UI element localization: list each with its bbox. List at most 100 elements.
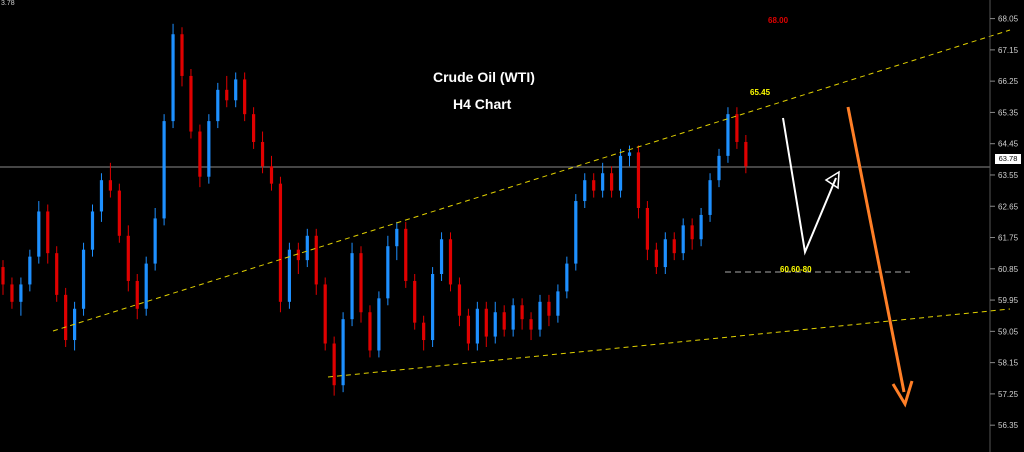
candle-body xyxy=(448,239,453,285)
y-tick-label: 59.95 xyxy=(998,296,1019,305)
candle-body xyxy=(162,121,166,219)
orange-arrow-head xyxy=(891,380,914,408)
candle-body xyxy=(592,180,596,191)
y-tick-label: 58.15 xyxy=(998,359,1019,368)
candle-body xyxy=(368,312,372,351)
candle-body xyxy=(395,228,399,247)
candle-body xyxy=(457,284,462,316)
candle-body xyxy=(287,249,291,302)
candle-body xyxy=(117,190,121,236)
candle-body xyxy=(583,180,587,202)
top-left-value: 3.78 xyxy=(1,0,15,7)
candle-body xyxy=(386,246,390,299)
candle-body xyxy=(663,239,667,268)
candle-body xyxy=(171,34,175,122)
candle-body xyxy=(341,319,345,386)
candle-body xyxy=(699,214,703,240)
y-tick-label: 67.15 xyxy=(998,46,1019,55)
candle-body xyxy=(574,201,578,264)
candle-body xyxy=(744,141,748,167)
candle-body xyxy=(439,239,444,275)
candle-body xyxy=(636,152,641,208)
y-tick-label: 68.05 xyxy=(998,15,1019,24)
candle-body xyxy=(55,253,59,295)
candle-body xyxy=(126,235,130,281)
candle-body xyxy=(180,34,184,76)
candle-body xyxy=(359,253,363,313)
current-price-label: 63.78 xyxy=(995,154,1021,164)
candle-body xyxy=(645,207,649,250)
orange-projection-arrow xyxy=(846,106,906,393)
candle-body xyxy=(19,284,23,302)
candle-body xyxy=(207,121,211,177)
price-axis: 68.05 67.15 66.25 65.35 64.45 63.55 62.65 61.75… xyxy=(989,0,1019,452)
annotation-60-60-80: 60.60-80 xyxy=(780,265,812,274)
y-tick-label: 56.35 xyxy=(998,421,1019,430)
candles xyxy=(1,23,748,396)
candle-body xyxy=(547,301,551,316)
candle-body xyxy=(538,301,542,330)
candle-body xyxy=(296,249,300,261)
candle-body xyxy=(529,319,533,330)
candle-body xyxy=(466,315,470,344)
candle-body xyxy=(225,89,229,101)
candle-body xyxy=(422,322,426,341)
candle-body xyxy=(135,280,139,309)
candle-body xyxy=(717,155,721,181)
candle-body xyxy=(431,274,435,341)
candle-body xyxy=(323,284,327,344)
candle-body xyxy=(260,141,265,167)
candle-body xyxy=(672,239,676,254)
y-tick-label: 65.35 xyxy=(998,108,1019,117)
candle-body xyxy=(601,173,605,191)
candle-body xyxy=(350,253,354,320)
candle-body xyxy=(556,291,560,316)
candle-body xyxy=(332,343,336,386)
candle-body xyxy=(99,180,104,212)
candle-body xyxy=(234,79,238,101)
candle-body xyxy=(735,114,739,142)
candle-body xyxy=(189,75,193,132)
candle-body xyxy=(654,249,658,268)
white-arrow-head xyxy=(824,170,840,190)
annotation-68: 68.00 xyxy=(768,16,789,25)
candle-body xyxy=(305,235,309,261)
candle-body xyxy=(10,284,14,302)
overlay xyxy=(52,29,1011,408)
candle-body xyxy=(1,267,5,285)
candle-body xyxy=(484,308,488,337)
y-tick-label: 63.55 xyxy=(998,171,1019,180)
candle-body xyxy=(493,312,497,337)
candle-body xyxy=(610,173,614,191)
candle-body xyxy=(413,280,417,323)
y-tick-label: 57.25 xyxy=(998,390,1019,399)
candle-body xyxy=(520,305,524,320)
chart-subtitle: H4 Chart xyxy=(453,96,512,112)
candle-body xyxy=(314,235,318,285)
lower-trendline xyxy=(327,308,1011,378)
y-tick-label: 60.85 xyxy=(998,265,1019,274)
candle-body xyxy=(64,294,68,341)
y-tick-label: 62.65 xyxy=(998,202,1019,211)
candle-body xyxy=(90,211,95,250)
candle-body xyxy=(252,114,256,142)
candle-body xyxy=(618,155,623,191)
candle-body xyxy=(627,152,632,156)
candle-body xyxy=(216,89,220,122)
candle-body xyxy=(690,225,694,240)
y-tick-label: 59.05 xyxy=(998,327,1019,336)
candle-body xyxy=(28,256,32,285)
y-tick-label: 61.75 xyxy=(998,234,1019,243)
candle-body xyxy=(269,166,274,184)
candle-body xyxy=(108,180,112,191)
candle-body xyxy=(81,249,86,309)
annotation-65-45: 65.45 xyxy=(750,88,771,97)
candle-body xyxy=(46,211,50,254)
candle-body xyxy=(243,79,247,115)
candle-body xyxy=(511,305,515,330)
candle-body xyxy=(377,298,381,351)
candle-body xyxy=(37,211,41,257)
candle-body xyxy=(565,263,569,292)
y-tick-label: 66.25 xyxy=(998,77,1019,86)
chart-title: Crude Oil (WTI) xyxy=(433,69,535,85)
